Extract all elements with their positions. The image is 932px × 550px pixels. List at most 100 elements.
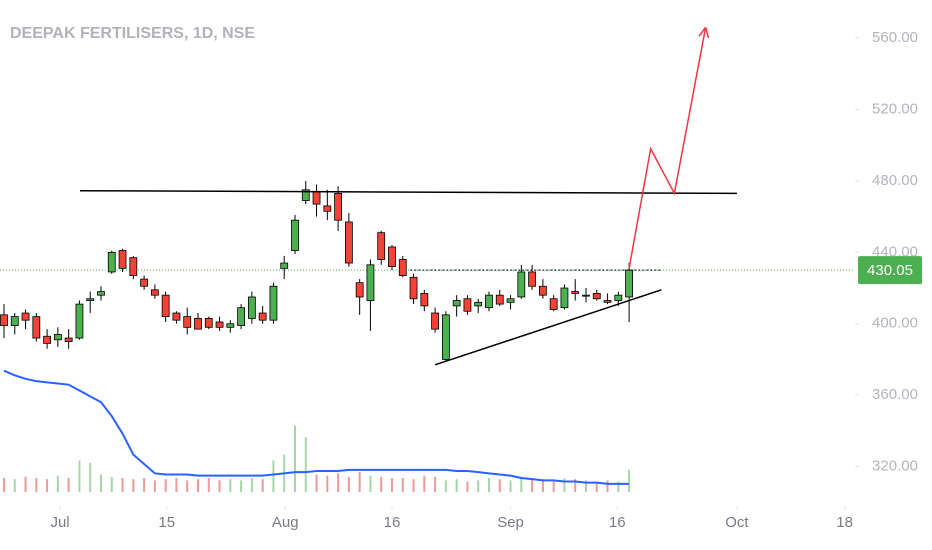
volume-bar (380, 476, 383, 492)
candle-body (355, 282, 364, 298)
candle-body (474, 301, 483, 307)
candle-body (97, 291, 105, 296)
volume-bar (196, 479, 199, 492)
price-label: 430.05 (867, 262, 913, 279)
candle-body (204, 317, 213, 328)
volume-bar (347, 476, 350, 492)
volume-bar (466, 481, 469, 492)
volume-bar (487, 478, 490, 492)
x-tick-label: Oct (725, 514, 749, 531)
arrow-head (698, 26, 707, 37)
candle-body (366, 264, 375, 301)
y-tick-label: 360.00 (872, 386, 918, 403)
volume-bar (304, 437, 307, 492)
candle-body (53, 334, 62, 341)
candle-body (291, 219, 299, 251)
candle-body (75, 303, 84, 339)
candle-body (43, 335, 51, 344)
volume-bar (121, 478, 124, 492)
candle-body (10, 316, 19, 326)
candle-body (571, 291, 580, 294)
candle-body (312, 191, 321, 205)
candle-body (140, 278, 148, 287)
x-tick-label: Jul (50, 514, 69, 531)
volume-bar (56, 475, 59, 492)
candle-body (506, 298, 515, 303)
candle-body (161, 294, 170, 318)
volume-bar (401, 478, 404, 492)
volume-bar (110, 476, 113, 492)
volume-bar (574, 479, 577, 492)
price-label-box (858, 256, 922, 285)
volume-bar (531, 478, 534, 492)
candle-body (247, 296, 256, 319)
y-tick-label: 400.00 (872, 315, 918, 332)
volume-bar (423, 475, 426, 492)
volume-bar (509, 480, 512, 492)
volume-bar (628, 469, 631, 492)
volume-bar (132, 479, 135, 492)
volume-bar (541, 479, 544, 492)
volume-bar (164, 479, 167, 492)
candle-body (582, 294, 590, 297)
candle-body (431, 312, 439, 330)
volume-bar (455, 479, 458, 492)
x-tick-label: Aug (272, 514, 299, 531)
volume-bar (337, 473, 340, 492)
x-tick-label: 16 (384, 514, 401, 531)
y-tick-label: 320.00 (872, 458, 918, 475)
y-tick-label: 560.00 (872, 29, 918, 46)
volume-bar (315, 474, 318, 492)
volume-bar (143, 478, 146, 492)
volume-bar (218, 480, 221, 492)
arrow-head (704, 27, 710, 39)
candle-body (118, 250, 127, 269)
candle-body (603, 300, 612, 303)
candle-body (420, 292, 429, 307)
volume-bar (326, 475, 329, 492)
volume-bar (272, 460, 275, 492)
volume-bar (175, 478, 178, 492)
candle-body (409, 276, 418, 300)
volume-bar (606, 480, 609, 492)
candle-body (485, 294, 493, 309)
candle-body (183, 316, 192, 328)
candle-body (528, 271, 536, 287)
candle-body (32, 316, 41, 339)
candle-body (323, 205, 332, 212)
x-tick-label: Sep (497, 514, 524, 531)
volume-bar (24, 476, 27, 492)
candle-body (86, 298, 95, 301)
volume-bar (477, 480, 480, 492)
x-tick-label: 18 (836, 514, 853, 531)
volume-bar (99, 474, 102, 492)
volume-bar (89, 462, 92, 492)
volume-bar (498, 479, 501, 492)
candle-body (64, 337, 73, 343)
volume-bar (78, 460, 81, 492)
candle-body (344, 221, 353, 264)
candle-body (194, 317, 202, 330)
candle-body (226, 323, 235, 328)
volume-bar (293, 425, 296, 492)
volume-bar (186, 480, 189, 492)
candle-body (398, 259, 407, 276)
volume-bar (617, 481, 620, 492)
candle-body (258, 312, 267, 321)
volume-bar (261, 479, 264, 492)
candle-body (21, 312, 30, 321)
candle-body (215, 321, 224, 328)
volume-bar (552, 480, 555, 492)
candle-body (614, 294, 623, 301)
volume-ma-line (3, 369, 630, 485)
volume-bar (390, 478, 393, 492)
volume-bar (240, 480, 243, 492)
volume-bar (563, 478, 566, 492)
candle-body (269, 285, 278, 321)
candle-body (107, 251, 116, 273)
candle-body (129, 257, 138, 276)
chart-title: DEEPAK FERTILISERS, 1D, NSE (10, 25, 255, 42)
y-tick-label: 520.00 (872, 100, 918, 117)
candle-body (452, 300, 461, 307)
